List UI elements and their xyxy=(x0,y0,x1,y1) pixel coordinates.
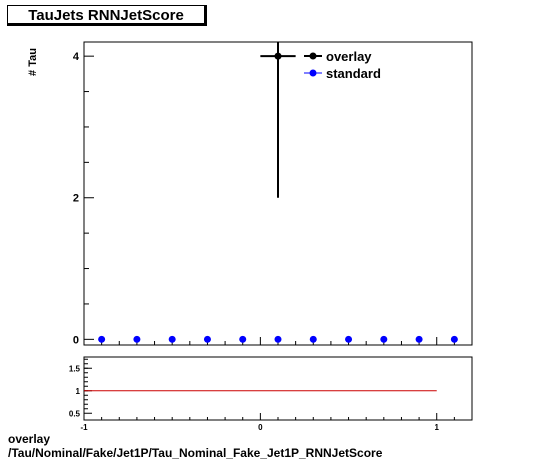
ratio-panel: 0.5 1 1.5 -1 0 1 xyxy=(69,356,473,432)
ratio-y-tick-label: 1.5 xyxy=(69,364,81,373)
standard-point xyxy=(98,335,106,343)
standard-point xyxy=(380,335,388,343)
standard-point xyxy=(309,335,317,343)
legend: overlay standard xyxy=(304,49,381,81)
main-panel: 0 2 4 # Tau overlay standard xyxy=(27,41,473,346)
overlay-point xyxy=(274,52,282,60)
footer-label: overlay xyxy=(8,432,51,446)
ratio-x-tick-label: -1 xyxy=(80,423,88,432)
legend-label: standard xyxy=(326,66,381,81)
ratio-x-tick-label: 1 xyxy=(435,423,440,432)
y-tick-label: 0 xyxy=(73,334,79,346)
y-tick-label: 4 xyxy=(73,51,80,63)
y-tick-label: 2 xyxy=(73,193,79,205)
ratio-frame xyxy=(83,356,473,421)
standard-point xyxy=(415,335,423,343)
standard-point xyxy=(450,335,458,343)
standard-point xyxy=(274,335,282,343)
ratio-y-tick-label: 0.5 xyxy=(69,409,81,418)
legend-marker xyxy=(309,69,317,77)
standard-point xyxy=(203,335,211,343)
standard-point xyxy=(345,335,353,343)
chart-title: TauJets RNNJetScore xyxy=(28,7,184,24)
standard-point xyxy=(239,335,247,343)
legend-marker xyxy=(309,52,317,60)
legend-label: overlay xyxy=(326,49,372,64)
title-box: TauJets RNNJetScore xyxy=(7,5,207,26)
footer-path: /Tau/Nominal/Fake/Jet1P/Tau_Nominal_Fake… xyxy=(8,446,383,460)
standard-point xyxy=(133,335,141,343)
ratio-y-tick-label: 1 xyxy=(76,387,81,396)
standard-point xyxy=(168,335,176,343)
ratio-x-tick-label: 0 xyxy=(258,423,263,432)
y-axis-label: # Tau xyxy=(27,48,39,76)
